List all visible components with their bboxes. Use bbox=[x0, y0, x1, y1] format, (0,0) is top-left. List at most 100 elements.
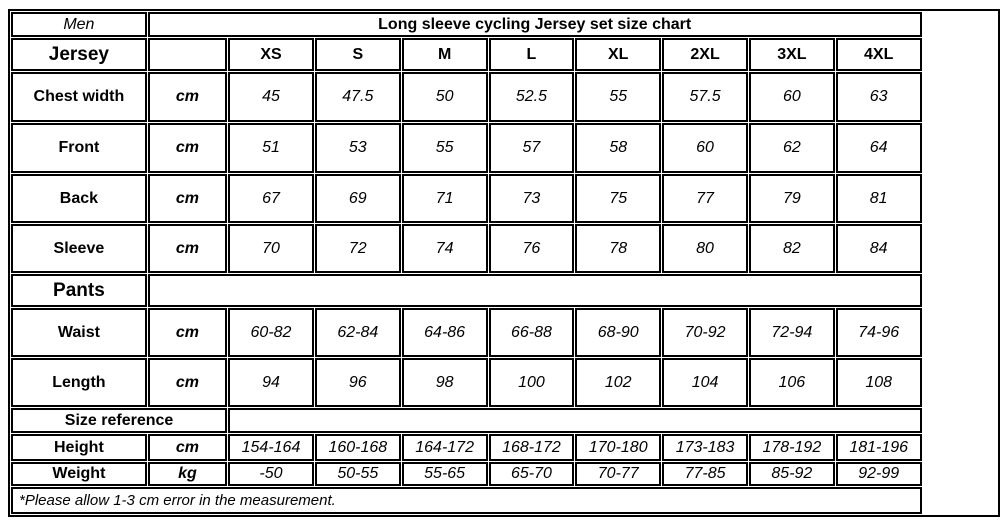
value-cell: 70-92 bbox=[662, 308, 748, 357]
row-weight: Weight kg -50 50-55 55-65 65-70 70-77 77… bbox=[11, 462, 997, 486]
value-cell: 75 bbox=[575, 174, 662, 223]
value-cell: 154-164 bbox=[228, 434, 314, 461]
row-label-chest-width: Chest width bbox=[11, 72, 147, 122]
section-row-pants: Pants bbox=[11, 274, 997, 307]
size-chart: Men Long sleeve cycling Jersey set size … bbox=[8, 9, 1000, 517]
size-header-row: Jersey XS S M L XL 2XL 3XL 4XL bbox=[11, 38, 997, 71]
value-cell: 98 bbox=[401, 358, 488, 407]
size-header-s: S bbox=[314, 38, 401, 71]
value-cell: 70 bbox=[228, 224, 314, 273]
value-cell: 178-192 bbox=[748, 434, 835, 461]
value-cell: 60 bbox=[662, 123, 748, 173]
chart-title: Long sleeve cycling Jersey set size char… bbox=[147, 12, 922, 37]
row-label-length: Length bbox=[11, 358, 147, 407]
value-cell: 76 bbox=[488, 224, 575, 273]
row-back: Back cm 67 69 71 73 75 77 79 81 bbox=[11, 174, 997, 223]
value-cell: 79 bbox=[748, 174, 835, 223]
section-size-reference: Size reference bbox=[11, 408, 228, 433]
row-chest-width: Chest width cm 45 47.5 50 52.5 55 57.5 6… bbox=[11, 72, 997, 122]
value-cell: 77 bbox=[662, 174, 748, 223]
value-cell: 52.5 bbox=[488, 72, 575, 122]
value-cell: 63 bbox=[835, 72, 922, 122]
value-cell: 74 bbox=[401, 224, 488, 273]
title-row: Men Long sleeve cycling Jersey set size … bbox=[11, 12, 997, 37]
value-cell: 57 bbox=[488, 123, 575, 173]
value-cell: 60-82 bbox=[228, 308, 314, 357]
value-cell: 71 bbox=[401, 174, 488, 223]
value-cell: 51 bbox=[228, 123, 314, 173]
size-chart-table: Men Long sleeve cycling Jersey set size … bbox=[8, 9, 1000, 517]
value-cell: 84 bbox=[835, 224, 922, 273]
gender-cell: Men bbox=[11, 12, 147, 37]
value-cell: 96 bbox=[314, 358, 401, 407]
size-header-l: L bbox=[488, 38, 575, 71]
value-cell: 80 bbox=[662, 224, 748, 273]
value-cell: 55 bbox=[575, 72, 662, 122]
row-label-back: Back bbox=[11, 174, 147, 223]
size-header-m: M bbox=[401, 38, 488, 71]
value-cell: 74-96 bbox=[835, 308, 922, 357]
row-label-sleeve: Sleeve bbox=[11, 224, 147, 273]
value-cell: 170-180 bbox=[575, 434, 662, 461]
row-front: Front cm 51 53 55 57 58 60 62 64 bbox=[11, 123, 997, 173]
value-cell: 104 bbox=[662, 358, 748, 407]
value-cell: 47.5 bbox=[314, 72, 401, 122]
value-cell: 58 bbox=[575, 123, 662, 173]
unit-cell: cm bbox=[147, 434, 228, 461]
row-label-waist: Waist bbox=[11, 308, 147, 357]
value-cell: 53 bbox=[314, 123, 401, 173]
value-cell: 57.5 bbox=[662, 72, 748, 122]
row-sleeve: Sleeve cm 70 72 74 76 78 80 82 84 bbox=[11, 224, 997, 273]
value-cell: 160-168 bbox=[314, 434, 401, 461]
value-cell: 45 bbox=[228, 72, 314, 122]
value-cell: 50 bbox=[401, 72, 488, 122]
value-cell: 100 bbox=[488, 358, 575, 407]
section-jersey: Jersey bbox=[11, 38, 147, 71]
unit-cell: cm bbox=[147, 308, 228, 357]
section-size-reference-spacer bbox=[228, 408, 922, 433]
value-cell: 82 bbox=[748, 224, 835, 273]
value-cell: 68-90 bbox=[575, 308, 662, 357]
row-height: Height cm 154-164 160-168 164-172 168-17… bbox=[11, 434, 997, 461]
value-cell: 173-183 bbox=[662, 434, 748, 461]
row-label-height: Height bbox=[11, 434, 147, 461]
value-cell: 73 bbox=[488, 174, 575, 223]
value-cell: 72-94 bbox=[748, 308, 835, 357]
value-cell: 92-99 bbox=[835, 462, 922, 486]
section-pants-spacer bbox=[147, 274, 922, 307]
value-cell: 78 bbox=[575, 224, 662, 273]
value-cell: 94 bbox=[228, 358, 314, 407]
size-header-xl: XL bbox=[575, 38, 662, 71]
footnote-row: *Please allow 1-3 cm error in the measur… bbox=[11, 487, 997, 514]
value-cell: 66-88 bbox=[488, 308, 575, 357]
value-cell: 64-86 bbox=[401, 308, 488, 357]
value-cell: 181-196 bbox=[835, 434, 922, 461]
unit-cell: cm bbox=[147, 72, 228, 122]
value-cell: 70-77 bbox=[575, 462, 662, 486]
unit-cell: cm bbox=[147, 174, 228, 223]
value-cell: 77-85 bbox=[662, 462, 748, 486]
value-cell: -50 bbox=[228, 462, 314, 486]
unit-cell: cm bbox=[147, 123, 228, 173]
unit-header-cell bbox=[147, 38, 228, 71]
row-label-weight: Weight bbox=[11, 462, 147, 486]
value-cell: 50-55 bbox=[314, 462, 401, 486]
value-cell: 64 bbox=[835, 123, 922, 173]
value-cell: 81 bbox=[835, 174, 922, 223]
value-cell: 102 bbox=[575, 358, 662, 407]
size-header-3xl: 3XL bbox=[748, 38, 835, 71]
section-row-size-reference: Size reference bbox=[11, 408, 997, 433]
size-header-xs: XS bbox=[228, 38, 314, 71]
value-cell: 67 bbox=[228, 174, 314, 223]
unit-cell: kg bbox=[147, 462, 228, 486]
value-cell: 168-172 bbox=[488, 434, 575, 461]
row-waist: Waist cm 60-82 62-84 64-86 66-88 68-90 7… bbox=[11, 308, 997, 357]
value-cell: 60 bbox=[748, 72, 835, 122]
size-header-2xl: 2XL bbox=[662, 38, 748, 71]
value-cell: 106 bbox=[748, 358, 835, 407]
value-cell: 85-92 bbox=[748, 462, 835, 486]
section-pants: Pants bbox=[11, 274, 147, 307]
value-cell: 164-172 bbox=[401, 434, 488, 461]
unit-cell: cm bbox=[147, 224, 228, 273]
value-cell: 72 bbox=[314, 224, 401, 273]
